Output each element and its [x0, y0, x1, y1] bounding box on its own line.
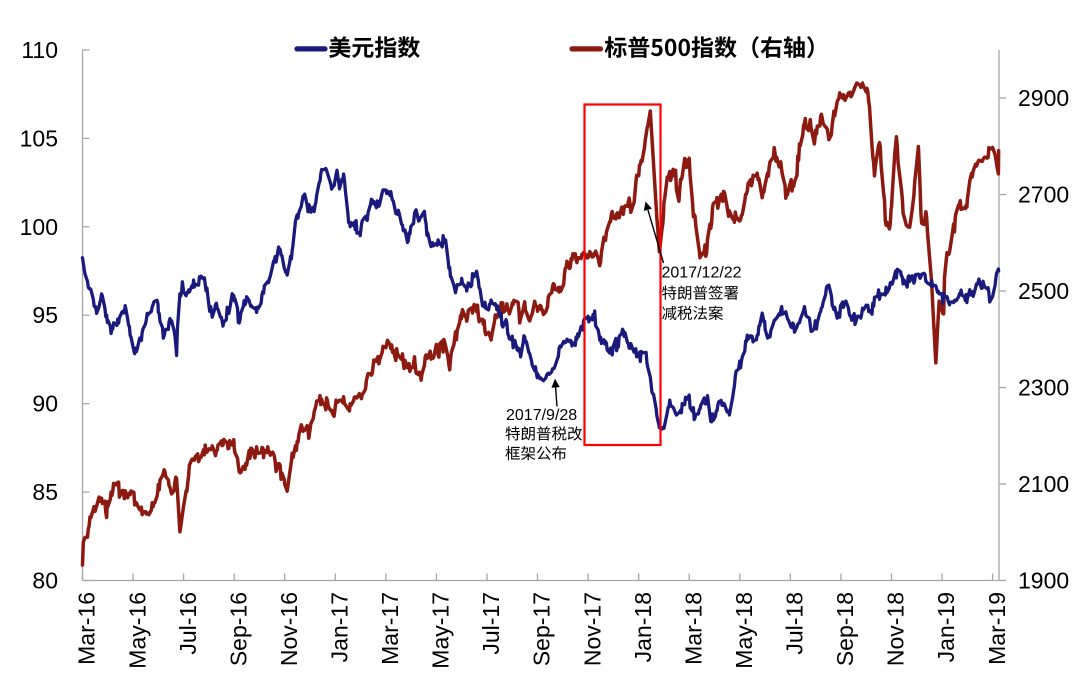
svg-text:May-16: May-16 [124, 592, 150, 669]
svg-text:2500: 2500 [1018, 278, 1069, 304]
svg-text:Mar-18: Mar-18 [680, 592, 706, 665]
svg-text:May-17: May-17 [428, 592, 454, 669]
svg-text:Jan-19: Jan-19 [933, 592, 959, 662]
svg-text:May-18: May-18 [731, 592, 757, 669]
svg-text:100: 100 [20, 214, 58, 240]
svg-text:Sep-18: Sep-18 [832, 592, 858, 666]
svg-text:Mar-19: Mar-19 [984, 592, 1010, 665]
svg-text:Nov-16: Nov-16 [276, 592, 302, 666]
svg-text:1900: 1900 [1018, 568, 1069, 594]
svg-text:Nov-18: Nov-18 [883, 592, 909, 666]
svg-text:Sep-17: Sep-17 [529, 592, 555, 666]
svg-text:2017/12/22: 2017/12/22 [662, 265, 742, 282]
svg-text:2700: 2700 [1018, 182, 1069, 208]
svg-text:Mar-16: Mar-16 [74, 592, 100, 665]
svg-text:Mar-17: Mar-17 [377, 592, 403, 665]
svg-text:2300: 2300 [1018, 375, 1069, 401]
svg-text:Jul-18: Jul-18 [782, 592, 808, 655]
svg-text:85: 85 [32, 479, 58, 505]
svg-text:2100: 2100 [1018, 471, 1069, 497]
svg-text:105: 105 [20, 125, 58, 151]
svg-text:Jan-17: Jan-17 [327, 592, 353, 662]
svg-text:Nov-17: Nov-17 [579, 592, 605, 666]
svg-text:2017/9/28: 2017/9/28 [506, 407, 577, 424]
svg-text:95: 95 [32, 302, 58, 328]
svg-text:2900: 2900 [1018, 85, 1069, 111]
svg-text:Jul-17: Jul-17 [478, 592, 504, 655]
svg-text:110: 110 [21, 37, 58, 63]
svg-text:Jan-18: Jan-18 [630, 592, 656, 662]
svg-text:80: 80 [32, 568, 58, 594]
svg-text:Sep-16: Sep-16 [225, 592, 251, 666]
svg-text:Jul-16: Jul-16 [175, 592, 201, 655]
svg-text:90: 90 [32, 391, 58, 417]
